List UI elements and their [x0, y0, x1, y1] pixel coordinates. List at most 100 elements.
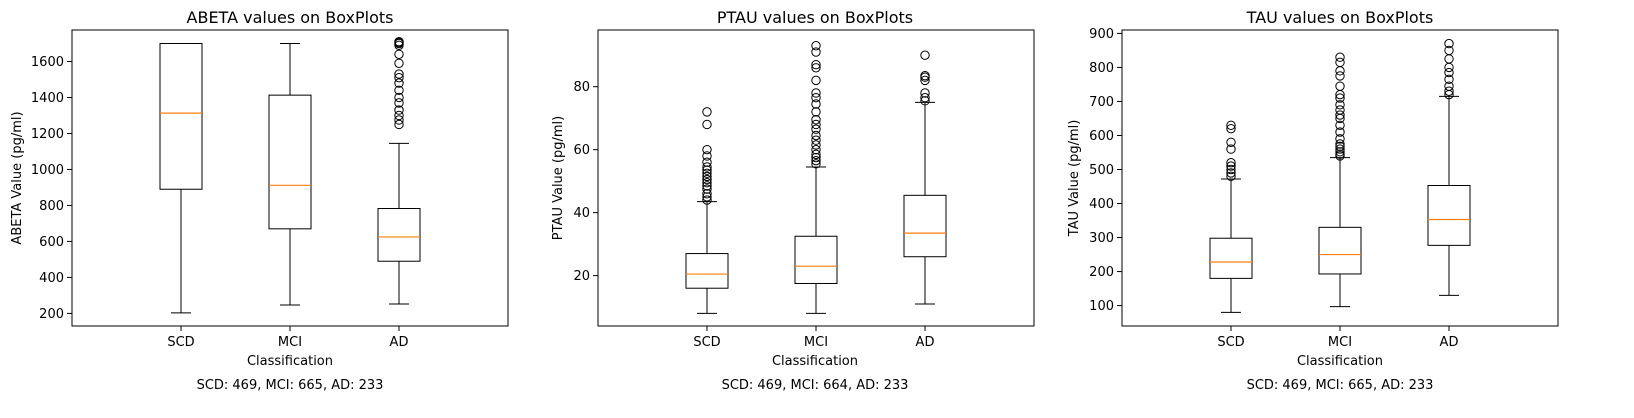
- ptau-boxplot-panel: PTAU values on BoxPlots PTAU Value (pg/m…: [551, 8, 1035, 393]
- outlier-point: [1335, 149, 1345, 159]
- y-tick-label: 1000: [31, 163, 64, 178]
- y-tick-label: 400: [39, 271, 64, 286]
- outlier-point: [811, 63, 821, 73]
- iqr-box: [903, 194, 947, 258]
- x-tick-label: SCD: [1217, 335, 1244, 350]
- outlier-point: [1335, 100, 1345, 110]
- outlier-point: [394, 92, 404, 103]
- chart-title: ABETA values on BoxPlots: [187, 8, 394, 27]
- y-tick-label: 1600: [31, 55, 64, 70]
- sample-size-caption: SCD: 469, MCI: 664, AD: 233: [722, 378, 909, 393]
- outlier-point: [1335, 147, 1345, 157]
- outlier-point: [394, 115, 404, 125]
- outlier-point: [702, 184, 712, 194]
- outlier-point: [1226, 137, 1236, 147]
- outlier-point: [394, 36, 404, 47]
- outlier-point: [811, 93, 821, 103]
- abeta-boxplot-panel: ABETA values on BoxPlots ABETA Value (pg…: [10, 8, 509, 393]
- outlier-point: [702, 162, 712, 172]
- outlier-point: [811, 159, 821, 169]
- iqr-box: [268, 94, 312, 230]
- x-axis-label: Classification: [247, 354, 333, 369]
- outlier-point: [1335, 141, 1345, 152]
- outlier-point: [920, 96, 930, 106]
- axes-frame: [1121, 29, 1559, 327]
- outlier-point: [1226, 161, 1236, 171]
- outlier-point: [920, 75, 930, 86]
- x-tick-label: MCI: [1328, 335, 1352, 350]
- outlier-point: [1444, 54, 1454, 64]
- outlier-point: [702, 144, 712, 155]
- outlier-point: [1335, 71, 1345, 81]
- outlier-point: [1335, 139, 1345, 149]
- outlier-point: [394, 105, 404, 115]
- outlier-point: [811, 130, 821, 141]
- plot-area: 100 200 300 400 500 600 700 800 900 SCD MCI AD: [1089, 27, 1471, 350]
- outlier-point: [811, 152, 821, 163]
- outlier-point: [394, 69, 404, 79]
- outlier-point: [1444, 67, 1454, 78]
- y-tick-label: 40: [573, 206, 590, 221]
- outlier-point: [1335, 105, 1345, 115]
- outlier-point: [702, 107, 712, 117]
- iqr-box: [1318, 226, 1362, 275]
- outlier-point: [1335, 120, 1345, 130]
- outlier-point: [702, 189, 712, 199]
- outlier-point: [394, 78, 404, 88]
- y-tick-label: 700: [1089, 95, 1114, 110]
- outlier-point: [1335, 81, 1345, 91]
- outlier-point: [1226, 171, 1236, 181]
- x-tick-label: SCD: [167, 335, 194, 350]
- outlier-point: [702, 171, 712, 182]
- outlier-point: [702, 151, 712, 161]
- x-axis-label: Classification: [1297, 354, 1383, 369]
- outlier-point: [702, 181, 712, 191]
- outlier-point: [702, 195, 712, 205]
- x-tick-label: MCI: [804, 335, 828, 350]
- outlier-point: [702, 178, 712, 188]
- y-tick-label: 800: [1089, 61, 1114, 76]
- outlier-point: [394, 85, 404, 95]
- outlier-point: [811, 144, 821, 155]
- outlier-point: [1444, 45, 1454, 56]
- y-tick-label: 100: [1089, 299, 1114, 314]
- outlier-point: [920, 93, 930, 103]
- y-tick-label: 900: [1089, 27, 1114, 42]
- outlier-point: [811, 149, 821, 160]
- outlier-point: [1444, 38, 1454, 49]
- outlier-point: [811, 41, 821, 51]
- outlier-point: [1335, 57, 1345, 68]
- outlier-point: [1226, 144, 1236, 154]
- outlier-point: [1444, 62, 1454, 73]
- outlier-point: [811, 99, 821, 109]
- y-tick-label: 600: [1089, 129, 1114, 144]
- y-axis-label: ABETA Value (pg/ml): [10, 111, 25, 244]
- outlier-point: [1335, 144, 1345, 154]
- outlier-point: [702, 119, 712, 130]
- outlier-point: [1226, 157, 1236, 168]
- tau-boxplot-panel: TAU values on BoxPlots TAU Value (pg/ml)…: [1067, 8, 1559, 393]
- outlier-point: [394, 119, 404, 130]
- y-tick-label: 500: [1089, 163, 1114, 178]
- outlier-point: [1444, 86, 1454, 96]
- x-tick-label: MCI: [278, 335, 302, 350]
- outlier-point: [811, 107, 821, 117]
- outlier-point: [394, 49, 404, 59]
- y-tick-label: 300: [1089, 231, 1114, 246]
- y-tick-label: 200: [1089, 265, 1114, 280]
- y-axis-label: PTAU Value (pg/ml): [551, 116, 566, 240]
- x-tick-label: SCD: [693, 335, 720, 350]
- outlier-point: [1335, 110, 1345, 120]
- x-tick-label: AD: [1440, 335, 1459, 350]
- x-tick-label: AD: [916, 335, 935, 350]
- outlier-point: [1226, 123, 1236, 134]
- outlier-point: [920, 50, 930, 60]
- outlier-point: [1335, 52, 1345, 62]
- y-tick-label: 800: [39, 199, 64, 214]
- chart-title: TAU values on BoxPlots: [1246, 8, 1434, 27]
- iqr-box: [1427, 184, 1471, 246]
- outlier-point: [1335, 66, 1345, 76]
- outlier-point: [1444, 81, 1454, 91]
- y-tick-label: 1400: [31, 91, 64, 106]
